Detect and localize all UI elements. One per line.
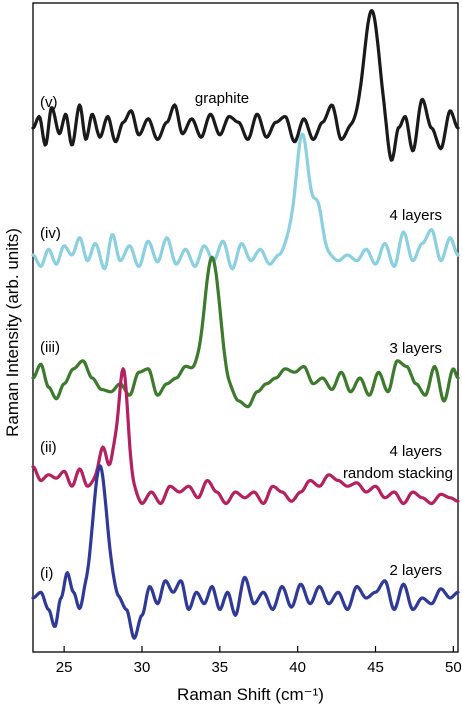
spectrum-line-4: [31, 367, 460, 506]
trace-tag-label: (v): [40, 94, 58, 111]
y-axis-title: Raman Intensity (arb. units): [3, 228, 22, 437]
spectrum-line-3: [31, 255, 460, 409]
spectrum-line-2: [31, 132, 460, 271]
x-tick-label: 45: [367, 659, 384, 676]
trace-tag-label: (iii): [40, 339, 60, 356]
trace-name-label: 4 layers: [389, 443, 442, 460]
x-tick-label: 50: [445, 659, 462, 676]
trace-name-label: 4 layers: [389, 207, 442, 224]
x-tick-label: 35: [211, 659, 228, 676]
trace-name-label: graphite: [195, 90, 249, 107]
x-axis-title: Raman Shift (cm⁻¹): [177, 685, 324, 704]
x-tick-label: 40: [289, 659, 306, 676]
x-tick-label: 25: [56, 659, 73, 676]
trace-tag-label: (i): [40, 565, 53, 582]
trace-tag-label: (iv): [40, 225, 61, 242]
plot-frame: [32, 2, 459, 653]
trace-tag-label: (ii): [40, 439, 57, 456]
x-tick-label: 30: [134, 659, 151, 676]
spectrum-line-5: [31, 464, 460, 640]
trace-name-label: 3 layers: [389, 340, 442, 357]
trace-name-label: random stacking: [343, 465, 453, 482]
trace-name-label: 2 layers: [389, 562, 442, 579]
spectrum-line-1: [31, 9, 460, 162]
